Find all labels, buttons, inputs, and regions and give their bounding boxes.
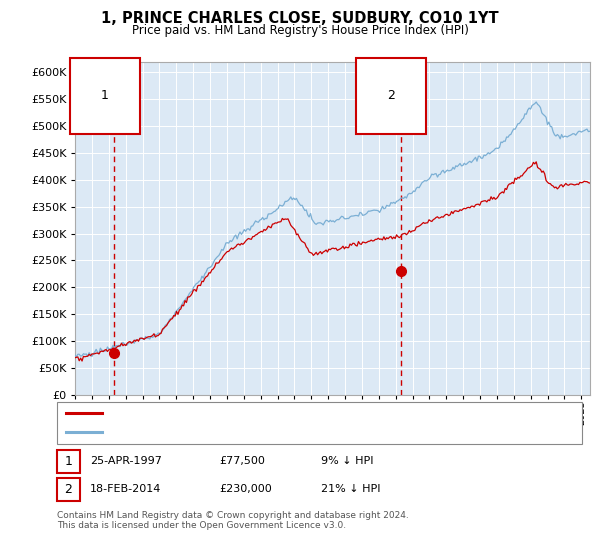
Text: 21% ↓ HPI: 21% ↓ HPI (321, 484, 380, 494)
Text: £230,000: £230,000 (219, 484, 272, 494)
Text: Contains HM Land Registry data © Crown copyright and database right 2024.
This d: Contains HM Land Registry data © Crown c… (57, 511, 409, 530)
Text: 25-APR-1997: 25-APR-1997 (90, 456, 162, 466)
Text: Price paid vs. HM Land Registry's House Price Index (HPI): Price paid vs. HM Land Registry's House … (131, 24, 469, 36)
Text: 1: 1 (64, 455, 73, 468)
Text: HPI: Average price, detached house, Babergh: HPI: Average price, detached house, Babe… (109, 427, 358, 437)
Text: 1, PRINCE CHARLES CLOSE, SUDBURY, CO10 1YT (detached house): 1, PRINCE CHARLES CLOSE, SUDBURY, CO10 1… (109, 408, 476, 418)
Text: 9% ↓ HPI: 9% ↓ HPI (321, 456, 373, 466)
Text: 1, PRINCE CHARLES CLOSE, SUDBURY, CO10 1YT: 1, PRINCE CHARLES CLOSE, SUDBURY, CO10 1… (101, 11, 499, 26)
Text: £77,500: £77,500 (219, 456, 265, 466)
Text: 1: 1 (101, 90, 109, 102)
Text: 2: 2 (64, 483, 73, 496)
Text: 18-FEB-2014: 18-FEB-2014 (90, 484, 161, 494)
Text: 2: 2 (388, 90, 395, 102)
